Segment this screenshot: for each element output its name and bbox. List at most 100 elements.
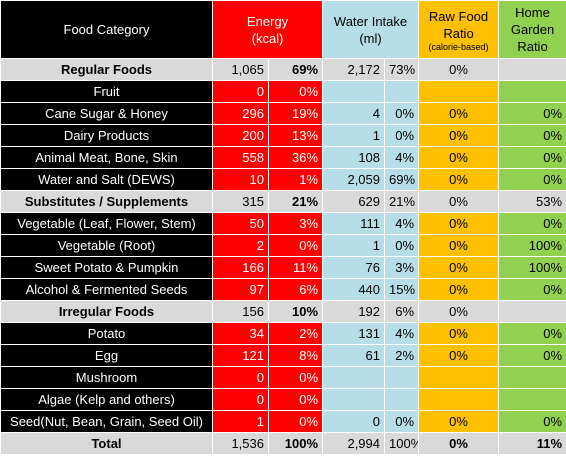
header-water-line1: Water Intake: [333, 13, 408, 29]
cell-home-garden-ratio: 0%: [498, 410, 566, 433]
cell-home-garden-ratio: 53%: [498, 190, 566, 213]
cell-raw-food-ratio: [418, 366, 500, 389]
cell-home-garden-ratio: 11%: [498, 432, 566, 455]
cell-water-ml: 76: [322, 256, 386, 279]
cell-energy-percent: 6%: [267, 278, 324, 301]
cell-water-percent: 3%: [384, 256, 420, 279]
cell-raw-food-ratio: 0%: [418, 168, 500, 191]
cell-water-percent: 69%: [384, 168, 420, 191]
table-row: Fruit 0 0%: [0, 80, 566, 103]
cell-water-ml: 2,994: [322, 432, 386, 455]
cell-raw-food-ratio: 0%: [418, 344, 500, 367]
cell-energy-percent: 13%: [267, 124, 324, 147]
cell-water-percent: 4%: [384, 322, 420, 345]
cell-raw-food-ratio: 0%: [418, 278, 500, 301]
table-row: Cane Sugar & Honey 296 19% 4 0% 0% 0%: [0, 102, 566, 125]
cell-home-garden-ratio: [498, 388, 566, 411]
cell-raw-food-ratio: 0%: [418, 212, 500, 235]
cell-energy-percent: 11%: [267, 256, 324, 279]
table-row: Algae (Kelp and others) 0 0%: [0, 388, 566, 411]
cell-food-category: Sweet Potato & Pumpkin: [0, 256, 213, 279]
cell-food-category: Dairy Products: [0, 124, 213, 147]
cell-water-ml: 1: [322, 234, 386, 257]
header-garden-line1: Home: [515, 5, 550, 20]
cell-energy-percent: 0%: [267, 410, 324, 433]
header-energy-line1: Energy: [246, 13, 289, 29]
cell-water-ml: 61: [322, 344, 386, 367]
cell-raw-food-ratio: 0%: [418, 124, 500, 147]
cell-energy-kcal: 156: [212, 300, 269, 323]
cell-energy-kcal: 0: [212, 366, 269, 389]
cell-energy-kcal: 10: [212, 168, 269, 191]
cell-water-percent: 0%: [384, 410, 420, 433]
table-row: Egg 121 8% 61 2% 0% 0%: [0, 344, 566, 367]
cell-water-ml: 2,059: [322, 168, 386, 191]
header-garden-line2: Garden: [510, 22, 555, 37]
group-row: Irregular Foods 156 10% 192 6% 0%: [0, 300, 566, 323]
cell-energy-kcal: 315: [212, 190, 269, 213]
cell-home-garden-ratio: 0%: [498, 124, 566, 147]
cell-water-ml: 4: [322, 102, 386, 125]
cell-energy-percent: 0%: [267, 80, 324, 103]
cell-energy-percent: 0%: [267, 366, 324, 389]
cell-raw-food-ratio: 0%: [418, 322, 500, 345]
cell-food-category: Substitutes / Supplements: [0, 190, 213, 213]
cell-water-ml: 111: [322, 212, 386, 235]
cell-raw-food-ratio: 0%: [418, 58, 500, 81]
cell-energy-percent: 1%: [267, 168, 324, 191]
cell-raw-food-ratio: 0%: [418, 300, 500, 323]
cell-water-ml: 629: [322, 190, 386, 213]
cell-home-garden-ratio: 0%: [498, 212, 566, 235]
cell-water-percent: 0%: [384, 124, 420, 147]
table-row: Seed(Nut, Bean, Grain, Seed Oil) 1 0% 0 0% 0%…: [0, 410, 566, 433]
cell-water-ml: [322, 388, 386, 411]
cell-food-category: Vegetable (Root): [0, 234, 213, 257]
cell-water-percent: 4%: [384, 146, 420, 169]
header-garden-line3: Ratio: [517, 39, 548, 54]
cell-energy-kcal: 0: [212, 80, 269, 103]
cell-raw-food-ratio: 0%: [418, 146, 500, 169]
cell-food-category: Fruit: [0, 80, 213, 103]
cell-food-category: Total: [0, 432, 213, 455]
cell-energy-kcal: 34: [212, 322, 269, 345]
table-row: Vegetable (Root) 2 0% 1 0% 0% 100%: [0, 234, 566, 257]
header-food-category: Food Category: [0, 0, 213, 59]
cell-water-ml: 192: [322, 300, 386, 323]
cell-home-garden-ratio: [498, 366, 566, 389]
cell-energy-kcal: 97: [212, 278, 269, 301]
table-row: Mushroom 0 0%: [0, 366, 566, 389]
table-row: Alcohol & Fermented Seeds 97 6% 440 15% 0% 0%: [0, 278, 566, 301]
cell-home-garden-ratio: 0%: [498, 146, 566, 169]
table-row: Sweet Potato & Pumpkin 166 11% 76 3% 0% 100%: [0, 256, 566, 279]
header-food-category-label: Food Category: [63, 22, 150, 37]
header-water-line2: (ml): [359, 30, 382, 46]
cell-water-ml: 0: [322, 410, 386, 433]
header-raw-food-ratio: Raw Food Ratio (calorie-based): [418, 0, 500, 59]
cell-energy-percent: 36%: [267, 146, 324, 169]
table-row: Potato 34 2% 131 4% 0% 0%: [0, 322, 566, 345]
cell-raw-food-ratio: 0%: [418, 432, 500, 455]
cell-food-category: Mushroom: [0, 366, 213, 389]
cell-food-category: Cane Sugar & Honey: [0, 102, 213, 125]
cell-food-category: Alcohol & Fermented Seeds: [0, 278, 213, 301]
cell-food-category: Seed(Nut, Bean, Grain, Seed Oil): [0, 410, 213, 433]
cell-energy-percent: 0%: [267, 234, 324, 257]
cell-water-percent: 15%: [384, 278, 420, 301]
table-row: Vegetable (Leaf, Flower, Stem) 50 3% 111 4% 0…: [0, 212, 566, 235]
cell-energy-percent: 2%: [267, 322, 324, 345]
cell-water-percent: 4%: [384, 212, 420, 235]
cell-energy-kcal: 166: [212, 256, 269, 279]
cell-water-ml: 108: [322, 146, 386, 169]
cell-energy-kcal: 296: [212, 102, 269, 125]
header-energy-line2: (kcal): [251, 30, 284, 46]
cell-water-percent: 0%: [384, 102, 420, 125]
cell-water-percent: [384, 388, 420, 411]
cell-food-category: Regular Foods: [0, 58, 213, 81]
cell-raw-food-ratio: 0%: [418, 256, 500, 279]
cell-water-ml: 1: [322, 124, 386, 147]
table-row: Dairy Products 200 13% 1 0% 0% 0%: [0, 124, 566, 147]
cell-energy-percent: 19%: [267, 102, 324, 125]
cell-home-garden-ratio: 0%: [498, 344, 566, 367]
cell-energy-kcal: 121: [212, 344, 269, 367]
